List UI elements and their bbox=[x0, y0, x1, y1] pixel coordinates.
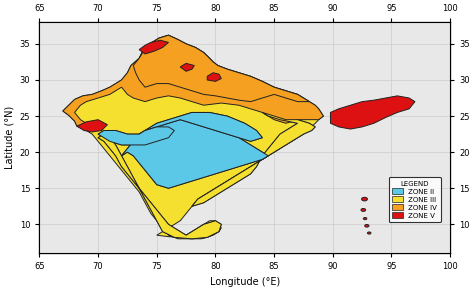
Circle shape bbox=[364, 217, 367, 220]
Polygon shape bbox=[98, 134, 221, 239]
Polygon shape bbox=[63, 35, 323, 239]
Polygon shape bbox=[330, 96, 415, 129]
Legend: ZONE II, ZONE III, ZONE IV, ZONE V: ZONE II, ZONE III, ZONE IV, ZONE V bbox=[389, 177, 440, 222]
Y-axis label: Latitude (°N): Latitude (°N) bbox=[4, 106, 14, 169]
Polygon shape bbox=[192, 112, 315, 206]
Polygon shape bbox=[63, 35, 323, 126]
Polygon shape bbox=[139, 40, 168, 54]
Polygon shape bbox=[121, 120, 268, 188]
Polygon shape bbox=[180, 63, 194, 71]
Polygon shape bbox=[145, 112, 263, 141]
Polygon shape bbox=[207, 73, 221, 81]
X-axis label: Longitude (°E): Longitude (°E) bbox=[210, 277, 280, 287]
Polygon shape bbox=[121, 120, 268, 188]
Circle shape bbox=[362, 197, 367, 201]
Polygon shape bbox=[145, 112, 263, 141]
Polygon shape bbox=[77, 120, 108, 132]
Polygon shape bbox=[98, 127, 174, 145]
Circle shape bbox=[361, 208, 365, 211]
Circle shape bbox=[367, 232, 371, 234]
Circle shape bbox=[365, 225, 369, 227]
Polygon shape bbox=[98, 134, 221, 239]
Polygon shape bbox=[133, 35, 310, 102]
Polygon shape bbox=[192, 112, 315, 206]
Polygon shape bbox=[98, 127, 174, 145]
